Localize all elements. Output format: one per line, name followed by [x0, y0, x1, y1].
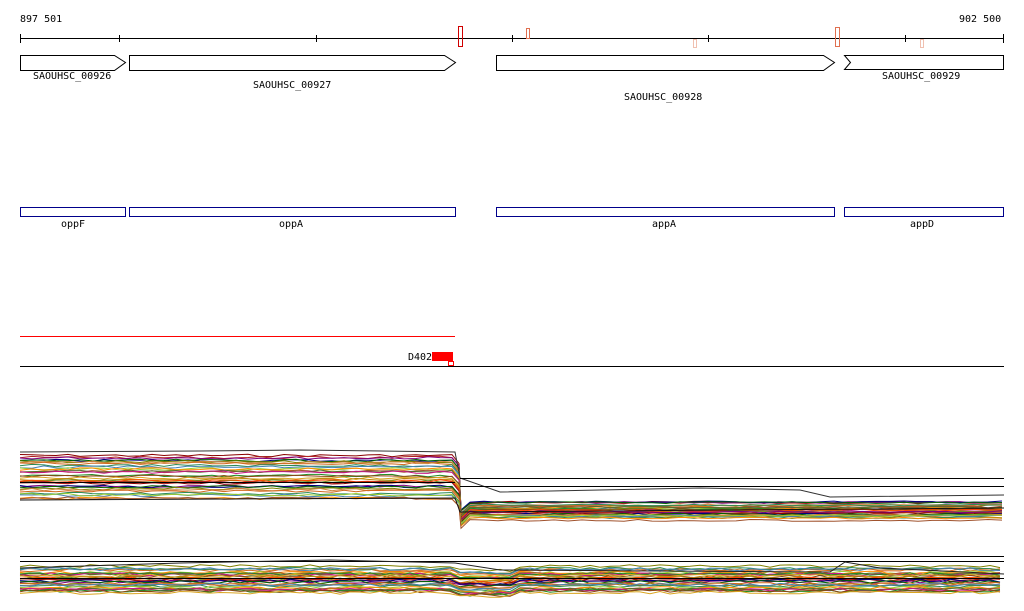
- coord-start-label: 897 501: [20, 14, 63, 25]
- gene-arrow-00926: [20, 55, 127, 71]
- expression-track-2: [19, 556, 1005, 598]
- gene-label-00927: SAOUHSC_00927: [253, 80, 332, 91]
- gene-arrows: [20, 55, 1004, 71]
- gene-label-00929: SAOUHSC_00929: [882, 71, 961, 82]
- feature-marker[interactable]: [432, 352, 453, 361]
- operon-label-oppA: oppA: [279, 219, 304, 230]
- coordinate-ruler: [20, 34, 1004, 43]
- gene-label-00928: SAOUHSC_00928: [624, 92, 703, 103]
- gene-arrow-00927: [129, 55, 457, 71]
- operon-label-appD: appD: [910, 219, 935, 230]
- feature-label: D402: [408, 352, 433, 363]
- gene-label-00926: SAOUHSC_00926: [33, 71, 112, 82]
- expression-track-1: [19, 449, 1005, 530]
- feature-marker-tick: [448, 361, 454, 366]
- operon-label-oppF: oppF: [61, 219, 86, 230]
- gene-box-00929: [843, 55, 1004, 70]
- operon-boxes: [20, 207, 1004, 217]
- gene-arrow-00928: [496, 55, 836, 71]
- operon-label-appA: appA: [652, 219, 677, 230]
- ruler-peak-marks: [458, 26, 924, 48]
- coord-end-label: 902 500: [959, 14, 1002, 25]
